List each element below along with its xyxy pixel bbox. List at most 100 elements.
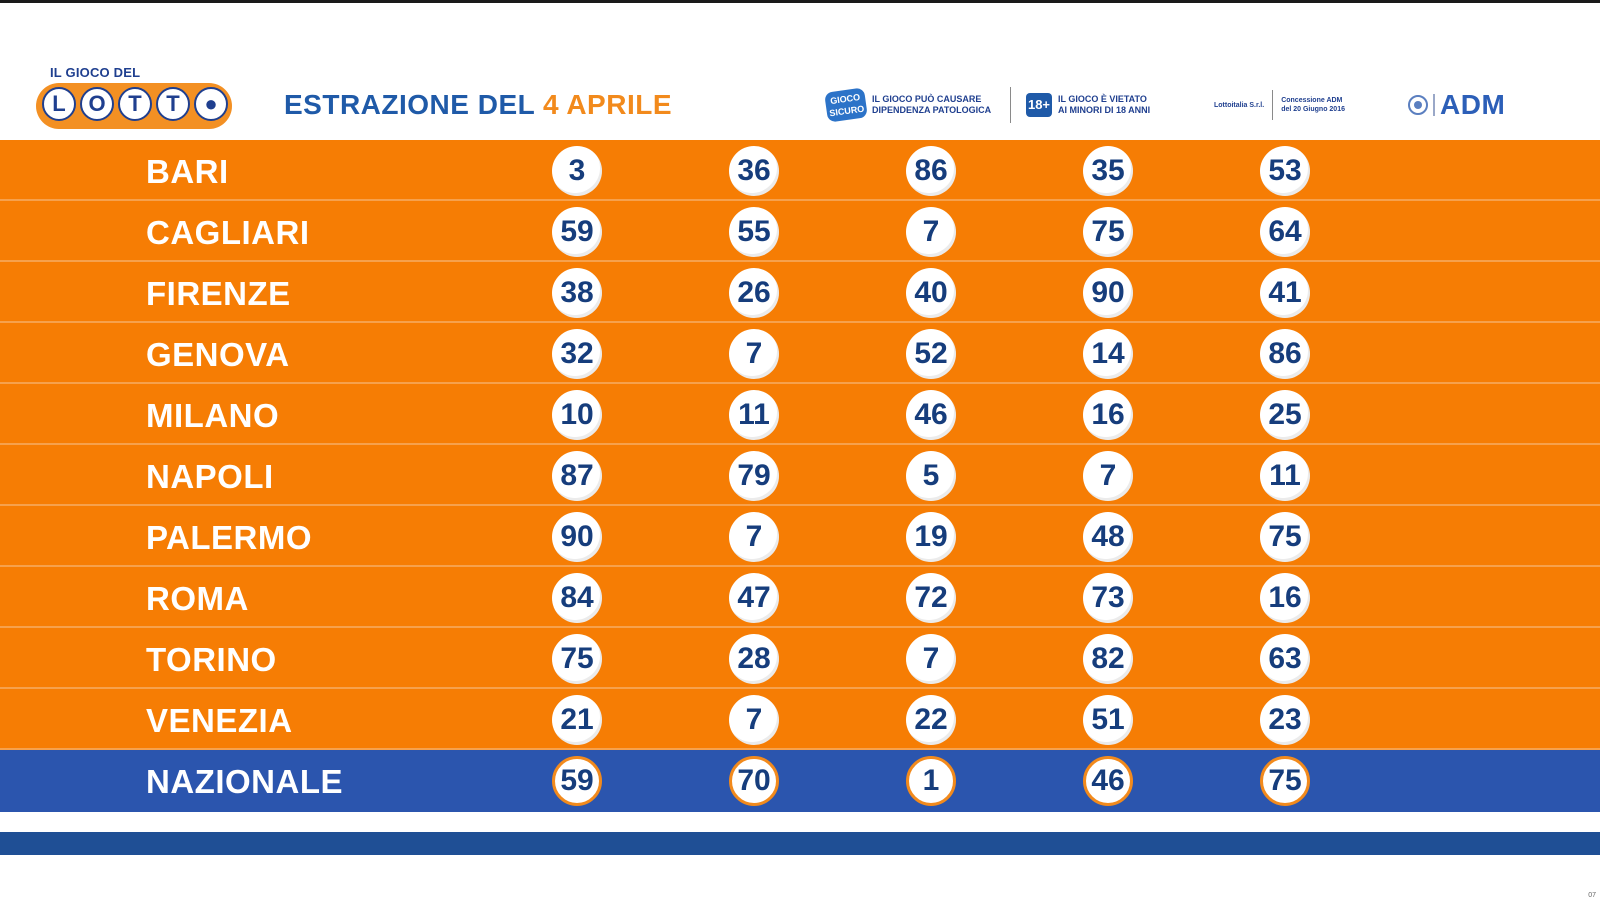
drawn-number: 53 (1260, 146, 1310, 196)
city-name: NAZIONALE (146, 763, 343, 800)
drawn-number: 86 (1260, 329, 1310, 379)
adm-text: ADM (1440, 89, 1506, 120)
drawn-number: 7 (729, 512, 779, 562)
table-row: ROMA 84 47 72 73 16 (0, 567, 1600, 628)
drawn-number: 23 (1260, 695, 1310, 745)
drawn-number: 5 (906, 451, 956, 501)
drawn-number: 16 (1083, 390, 1133, 440)
drawn-number: 7 (906, 634, 956, 684)
drawn-number: 51 (1083, 695, 1133, 745)
age-line-1: IL GIOCO È VIETATO (1058, 94, 1147, 104)
table-row: MILANO 10 11 46 16 25 (0, 384, 1600, 445)
city-name: VENEZIA (146, 702, 293, 739)
drawn-number: 26 (729, 268, 779, 318)
age-restriction-notice: 18+ IL GIOCO È VIETATO AI MINORI DI 18 A… (1026, 85, 1150, 125)
drawn-number: 64 (1260, 207, 1310, 257)
drawn-number: 90 (1083, 268, 1133, 318)
city-name: PALERMO (146, 519, 313, 556)
drawn-number: 75 (1260, 756, 1310, 806)
logo-letter: T (118, 87, 152, 121)
warning-line-2: DIPENDENZA PATOLOGICA (872, 105, 992, 115)
operator-name: Lottoitalia S.r.l. (1214, 101, 1265, 109)
drawn-number: 46 (906, 390, 956, 440)
drawn-number: 25 (1260, 390, 1310, 440)
drawn-number: 75 (1083, 207, 1133, 257)
drawn-number: 11 (1260, 451, 1310, 501)
city-name: GENOVA (146, 336, 290, 373)
concession-line-1: Concessione ADM (1281, 97, 1343, 104)
drawn-number: 87 (552, 451, 602, 501)
table-row: GENOVA 32 7 52 14 86 (0, 323, 1600, 384)
age-line-2: AI MINORI DI 18 ANNI (1058, 105, 1151, 115)
drawn-number: 47 (729, 573, 779, 623)
city-name: ROMA (146, 580, 249, 617)
concession-text: Concessione ADM del 20 Giugno 2016 (1281, 96, 1345, 114)
drawn-number: 28 (729, 634, 779, 684)
adm-emblem-icon (1408, 95, 1428, 115)
drawn-number: 3 (552, 146, 602, 196)
drawn-number: 86 (906, 146, 956, 196)
drawn-number: 46 (1083, 756, 1133, 806)
city-name: TORINO (146, 641, 277, 678)
drawn-number: 84 (552, 573, 602, 623)
drawn-number: 14 (1083, 329, 1133, 379)
logo-pill: L O T T ● (36, 83, 232, 129)
responsible-gaming-notice: GIOCO SICURO IL GIOCO PUÒ CAUSARE DIPEND… (824, 85, 992, 125)
logo-letter: L (42, 87, 76, 121)
age-18-icon: 18+ (1026, 93, 1052, 117)
title-prefix: ESTRAZIONE DEL (284, 89, 535, 120)
drawn-number: 16 (1260, 573, 1310, 623)
header: IL GIOCO DEL L O T T ● ESTRAZIONE DEL 4 … (0, 3, 1600, 140)
drawn-number: 90 (552, 512, 602, 562)
adm-bar (1433, 94, 1435, 116)
drawn-number: 75 (552, 634, 602, 684)
results-table: BARI 3 36 86 35 53 CAGLIARI 59 55 7 75 6… (0, 140, 1600, 812)
drawn-number: 21 (552, 695, 602, 745)
drawn-number: 1 (906, 756, 956, 806)
adm-logo: ADM (1408, 85, 1505, 125)
corner-mark: 07 (1588, 892, 1596, 899)
drawn-number: 35 (1083, 146, 1133, 196)
bottom-gap (0, 827, 1600, 832)
drawn-number: 32 (552, 329, 602, 379)
table-row: PALERMO 90 7 19 48 75 (0, 506, 1600, 567)
drawn-number: 7 (1083, 451, 1133, 501)
drawn-number: 82 (1083, 634, 1133, 684)
page-title: ESTRAZIONE DEL 4 APRILE (284, 89, 672, 121)
city-name: NAPOLI (146, 458, 274, 495)
drawn-number: 7 (729, 695, 779, 745)
table-row: FIRENZE 38 26 40 90 41 (0, 262, 1600, 323)
drawn-number: 41 (1260, 268, 1310, 318)
drawn-number: 52 (906, 329, 956, 379)
operator-info: Lottoitalia S.r.l. Concessione ADM del 2… (1214, 85, 1345, 125)
drawn-number: 55 (729, 207, 779, 257)
drawn-number: 40 (906, 268, 956, 318)
drawn-number: 38 (552, 268, 602, 318)
drawn-number: 63 (1260, 634, 1310, 684)
drawn-number: 59 (552, 207, 602, 257)
drawn-number: 75 (1260, 512, 1310, 562)
drawn-number: 11 (729, 390, 779, 440)
table-row: TORINO 75 28 7 82 63 (0, 628, 1600, 689)
drawn-number: 70 (729, 756, 779, 806)
logo-letter: O (80, 87, 114, 121)
divider (1010, 87, 1011, 123)
drawn-number: 73 (1083, 573, 1133, 623)
concession-line-2: del 20 Giugno 2016 (1281, 106, 1345, 113)
table-row: CAGLIARI 59 55 7 75 64 (0, 201, 1600, 262)
drawn-number: 7 (906, 207, 956, 257)
drawn-number: 36 (729, 146, 779, 196)
city-name: MILANO (146, 397, 280, 434)
bottom-band (0, 832, 1600, 855)
table-row: VENEZIA 21 7 22 51 23 (0, 689, 1600, 750)
drawn-number: 10 (552, 390, 602, 440)
warning-line-1: IL GIOCO PUÒ CAUSARE (872, 94, 982, 104)
separator-1 (1010, 85, 1011, 125)
divider (1272, 90, 1274, 120)
table-row: BARI 3 36 86 35 53 (0, 140, 1600, 201)
city-name: BARI (146, 153, 229, 190)
table-row: NAPOLI 87 79 5 7 11 (0, 445, 1600, 506)
logo-top-text: IL GIOCO DEL (50, 65, 141, 80)
drawn-number: 72 (906, 573, 956, 623)
